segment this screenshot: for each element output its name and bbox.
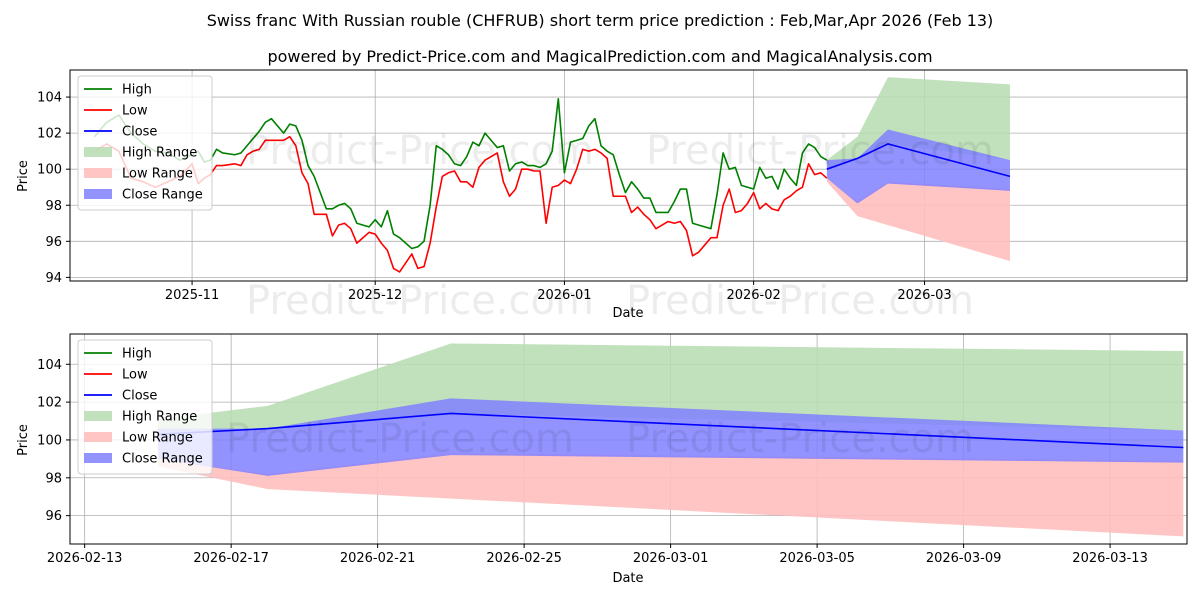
bottom-axes: 96 98 100 102 104 2026-02-13 2026-02-17 2026-02… [37,333,1188,566]
top-close-range-band [826,129,1010,204]
bottom-legend-high-label: High [122,347,152,362]
watermark-top-1: Predict-Price.com [246,128,594,174]
top-y-tick-label: 98 [45,199,62,214]
top-axes: 94 96 98 100 102 104 2025-11 2025-12 2026-01 2026… [37,69,1188,303]
top-panel: Predict-Price.com Predict-Price.com Pred… [16,69,1188,324]
top-x-tick-label: 2025-11 [165,288,219,303]
top-y-tick-label: 100 [37,163,62,178]
top-y-tick-label: 96 [45,235,62,250]
top-y-tick-label: 102 [37,127,62,142]
top-low-range-band [826,178,1010,262]
bottom-legend-close-label: Close [122,389,157,404]
top-legend-high-range-swatch [84,147,112,157]
bottom-close-line [157,412,1184,449]
bottom-y-axis-label: Price [16,424,31,456]
bottom-x-tick-label: 2026-02-17 [193,551,269,566]
bottom-x-tick-label: 2026-03-05 [779,551,855,566]
bottom-legend-high-range-label: High Range [122,410,197,425]
bottom-legend-low-range-swatch [84,432,112,442]
bottom-legend-close-range-swatch [84,453,112,463]
top-x-axis-label: Date [612,306,643,321]
top-legend-close-label: Close [122,125,157,140]
top-legend-low-range-label: Low Range [122,167,193,182]
bottom-y-tick-label: 100 [37,433,62,448]
bottom-x-tick-label: 2026-02-21 [340,551,416,566]
top-legend-low-label: Low [122,104,148,119]
bottom-plot-content [70,334,1187,544]
bottom-close-range-band [157,398,1184,476]
bottom-x-tick-label: 2026-03-13 [1072,551,1148,566]
top-y-tick-label: 94 [45,271,62,286]
bottom-y-tick-label: 96 [45,509,62,524]
bottom-legend-close-range-label: Close Range [122,452,203,467]
top-legend: High Low Close High Range Low Range Close Ran… [77,75,213,211]
bottom-legend-low-range-label: Low Range [122,431,193,446]
top-legend-close-range-label: Close Range [122,188,203,203]
top-legend-high-label: High [122,83,152,98]
watermark-top-3: Predict-Price.com [246,278,594,324]
top-high-line [93,98,828,250]
bottom-legend: High Low Close High Range Low Range Close Ran… [77,339,213,475]
chart-title: Swiss franc With Russian rouble (CHFRUB)… [207,11,994,30]
top-plot-content [70,70,1187,281]
top-y-tick-label: 104 [37,91,62,106]
top-y-axis-label: Price [16,160,31,192]
bottom-y-tick-label: 102 [37,396,62,411]
bottom-x-tick-label: 2026-03-01 [633,551,709,566]
watermark-bottom-2: Predict-Price.com [626,416,974,462]
watermark-bottom-1: Predict-Price.com [226,416,574,462]
bottom-x-axis-label: Date [612,571,643,586]
bottom-legend-high-range-swatch [84,411,112,421]
top-plot-frame [69,69,1188,282]
top-legend-close-range-swatch [84,189,112,199]
top-legend-low-range-swatch [84,168,112,178]
top-x-tick-label: 2026-02 [726,288,780,303]
bottom-panel: Predict-Price.com Predict-Price.com 96 98… [16,333,1188,586]
top-x-tick-label: 2025-12 [348,288,402,303]
bottom-x-tick-label: 2026-02-13 [47,551,123,566]
bottom-low-range-band [157,453,1184,537]
top-x-tick-label: 2026-01 [537,288,591,303]
bottom-y-tick-label: 104 [37,358,62,373]
bottom-x-tick-label: 2026-03-09 [926,551,1002,566]
bottom-legend-low-label: Low [122,368,148,383]
bottom-plot-frame [69,333,1188,545]
top-legend-high-range-label: High Range [122,146,197,161]
bottom-x-tick-label: 2026-02-25 [486,551,562,566]
watermark-top-4: Predict-Price.com [626,278,974,324]
top-close-line [826,143,1011,178]
bottom-y-tick-label: 98 [45,471,62,486]
top-low-line [94,135,828,273]
chart-subtitle: powered by Predict-Price.com and Magical… [267,47,932,66]
watermark-top-2: Predict-Price.com [646,128,994,174]
top-x-tick-label: 2026-03 [897,288,951,303]
